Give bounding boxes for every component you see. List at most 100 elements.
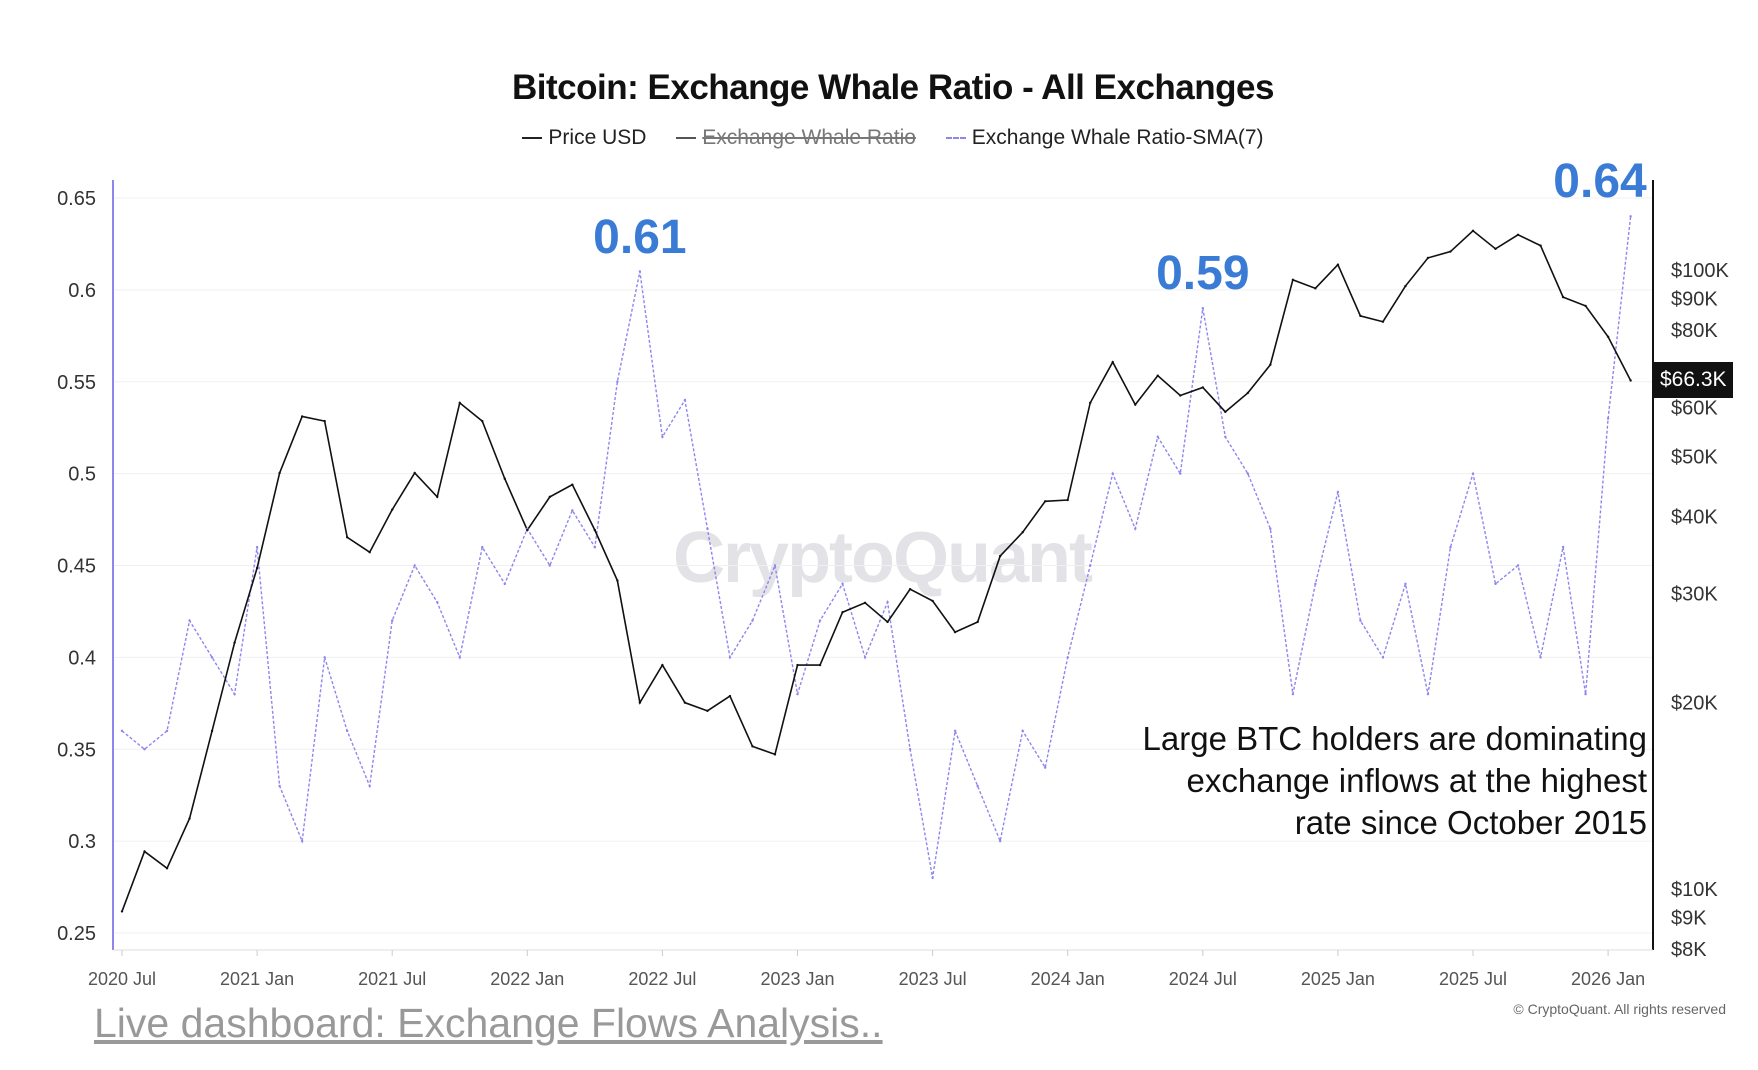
price-point xyxy=(706,709,709,713)
price-point xyxy=(233,641,236,644)
x-tick-label: 2023 Jan xyxy=(760,969,834,989)
current-price-tag: $66.3K xyxy=(1654,362,1733,399)
sma-point xyxy=(908,748,912,751)
sma-point xyxy=(120,729,124,733)
sma-point xyxy=(436,601,439,604)
x-tick-label: 2026 Jan xyxy=(1571,969,1645,989)
legend-item-price[interactable]: Price USD xyxy=(522,126,646,149)
sma-point xyxy=(1043,766,1047,769)
sma-point xyxy=(998,839,1002,843)
legend-swatch-price xyxy=(522,137,543,140)
y-left-tick-label: 0.25 xyxy=(57,923,96,945)
sma-point xyxy=(661,435,664,439)
price-point xyxy=(773,753,777,756)
sma-point xyxy=(481,545,484,549)
x-tick-label: 2021 Jul xyxy=(358,969,426,989)
sma-point xyxy=(796,692,799,696)
price-point xyxy=(1494,247,1497,251)
x-tick-label: 2021 Jan xyxy=(220,969,294,989)
sma-point xyxy=(1089,564,1092,567)
sma-point xyxy=(233,692,236,696)
price-point xyxy=(1201,386,1205,389)
legend-swatch-ratio xyxy=(676,137,697,140)
price-point xyxy=(1381,320,1385,323)
price-point xyxy=(278,471,281,475)
y-left-tick-label: 0.35 xyxy=(57,739,96,761)
legend-label-sma: Exchange Whale Ratio-SMA(7) xyxy=(971,126,1264,149)
price-point xyxy=(1066,498,1069,502)
price-point xyxy=(1359,314,1362,318)
price-point xyxy=(1291,278,1295,282)
legend-item-sma[interactable]: Exchange Whale Ratio-SMA(7) xyxy=(945,126,1264,149)
sma-point xyxy=(503,582,506,586)
price-line xyxy=(121,229,1632,912)
sma-point xyxy=(706,527,709,530)
y-right-tick-label: $8K xyxy=(1671,939,1707,961)
sma-point xyxy=(638,270,642,273)
price-point xyxy=(1606,335,1610,338)
price-point xyxy=(841,611,844,614)
sma-point xyxy=(391,619,394,622)
price-point xyxy=(481,419,484,423)
annotation-line: Large BTC holders are dominating xyxy=(1142,720,1647,757)
price-point xyxy=(818,663,822,667)
y-left-tick-label: 0.6 xyxy=(68,280,96,302)
sma-point xyxy=(1269,527,1272,530)
price-point xyxy=(413,471,416,475)
price-point xyxy=(616,579,619,582)
price-point xyxy=(1449,250,1452,253)
sma-point xyxy=(728,656,732,659)
sma-point xyxy=(863,656,867,659)
sma-point xyxy=(323,656,326,659)
price-point xyxy=(1471,229,1475,232)
price-point xyxy=(345,536,349,539)
x-tick-label: 2025 Jan xyxy=(1301,969,1375,989)
peak-label-2024: 0.59 xyxy=(1156,247,1250,301)
sma-point xyxy=(1426,692,1430,696)
sma-point xyxy=(368,784,371,788)
sma-point xyxy=(1111,472,1114,475)
annotation-line: rate since October 2015 xyxy=(1294,804,1647,841)
price-point xyxy=(886,620,889,624)
price-point xyxy=(255,566,259,570)
sma-point xyxy=(1516,564,1520,567)
sma-point xyxy=(1156,435,1159,439)
price-point xyxy=(683,701,687,704)
price-point xyxy=(1156,374,1159,377)
legend-label-price: Price USD xyxy=(548,126,647,149)
sma-point xyxy=(616,380,619,383)
x-tick-label: 2025 Jul xyxy=(1439,969,1507,989)
sma-point xyxy=(345,729,349,733)
sma-point xyxy=(931,876,934,880)
sma-point xyxy=(571,509,574,512)
sma-point xyxy=(255,545,259,549)
sma-point xyxy=(1404,582,1407,586)
x-tick-label: 2023 Jul xyxy=(899,969,967,989)
price-point xyxy=(120,910,124,913)
y-right-tick-label: $10K xyxy=(1671,879,1718,901)
sma-point xyxy=(188,619,191,622)
price-point xyxy=(526,528,529,532)
price-point xyxy=(436,495,439,499)
sma-point xyxy=(976,784,979,788)
price-point xyxy=(1539,244,1542,247)
sma-point xyxy=(886,601,889,604)
price-point xyxy=(1426,256,1430,260)
sma-point xyxy=(1449,545,1452,549)
price-point xyxy=(976,620,979,624)
y-left-tick-label: 0.3 xyxy=(68,831,96,853)
sma-point xyxy=(165,729,169,733)
sma-point xyxy=(1629,215,1632,218)
peak-label-2022: 0.61 xyxy=(593,210,687,264)
legend-item-ratio[interactable]: Exchange Whale Ratio xyxy=(676,126,916,149)
price-point xyxy=(1269,363,1272,366)
y-left-tick-label: 0.4 xyxy=(68,647,96,669)
copyright: © CryptoQuant. All rights reserved xyxy=(1513,1001,1726,1017)
y-left-tick-label: 0.65 xyxy=(57,188,96,210)
sma-point xyxy=(278,784,281,788)
dashboard-link[interactable]: Live dashboard: Exchange Flows Analysis.… xyxy=(94,1000,883,1046)
sma-point xyxy=(683,398,687,402)
price-point xyxy=(593,528,597,532)
price-point xyxy=(1089,401,1092,405)
sma-point xyxy=(1561,545,1565,549)
